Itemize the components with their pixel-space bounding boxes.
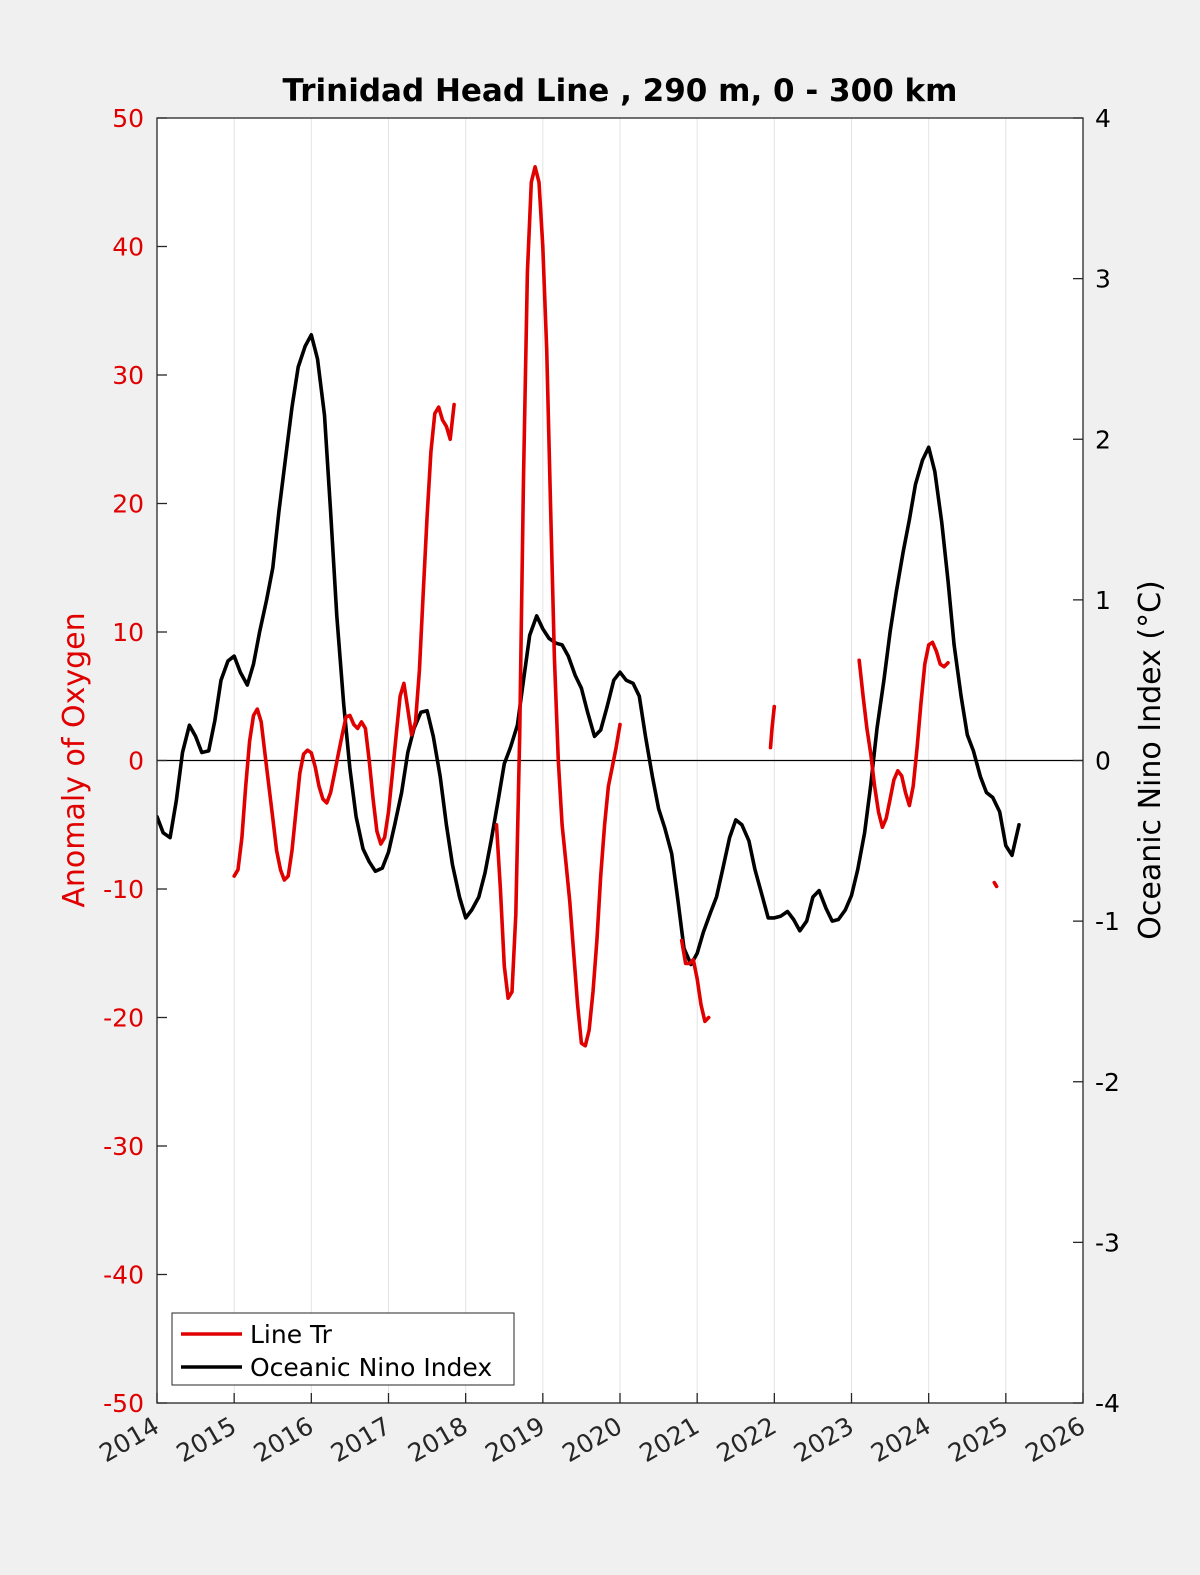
y-left-tick-label: 10	[112, 618, 144, 647]
y-axis-right-label: Oceanic Nino Index (°C)	[1133, 580, 1168, 940]
y-right-tick-label: -3	[1095, 1228, 1120, 1257]
y-right-tick-label: 0	[1095, 747, 1111, 776]
y-right-tick-label: 3	[1095, 265, 1111, 294]
legend-label-oni: Oceanic Nino Index	[250, 1353, 492, 1382]
y-left-tick-label: 50	[112, 104, 144, 133]
y-left-tick-label: 30	[112, 361, 144, 390]
legend: Line Tr Oceanic Nino Index	[171, 1312, 515, 1386]
legend-box	[171, 1312, 515, 1386]
y-right-tick-label: 2	[1095, 425, 1111, 454]
y-left-tick-label: -40	[103, 1261, 144, 1290]
y-left-tick-label: 40	[112, 233, 144, 262]
oni-line	[157, 333, 1021, 967]
y-left-tick-label: -30	[103, 1132, 144, 1161]
y-axis-left-label: Anomaly of Oxygen	[57, 612, 92, 907]
y-left-tick-label: -10	[103, 875, 144, 904]
legend-label-line-tr: Line Tr	[250, 1320, 333, 1349]
y-left-tick-label: -50	[103, 1389, 144, 1418]
oxygen-anomaly-line	[992, 880, 999, 889]
y-left-tick-label: 20	[112, 490, 144, 519]
y-left-tick-label: -20	[103, 1004, 144, 1033]
oxygen-anomaly-line	[857, 640, 950, 830]
y-right-tick-label: -1	[1095, 907, 1120, 936]
chart-title: Trinidad Head Line , 290 m, 0 - 300 km	[283, 73, 958, 109]
y-right-tick-label: 4	[1095, 104, 1111, 133]
oxygen-anomaly-line	[232, 402, 456, 882]
oxygen-anomaly-line	[494, 165, 622, 1048]
y-left-tick-label: 0	[128, 747, 144, 776]
y-right-tick-label: -2	[1095, 1068, 1120, 1097]
y-right-tick-label: -4	[1095, 1389, 1120, 1418]
y-right-tick-label: 1	[1095, 586, 1111, 615]
oxygen-anomaly-line	[768, 704, 777, 750]
oxygen-anomaly-line	[679, 938, 711, 1024]
